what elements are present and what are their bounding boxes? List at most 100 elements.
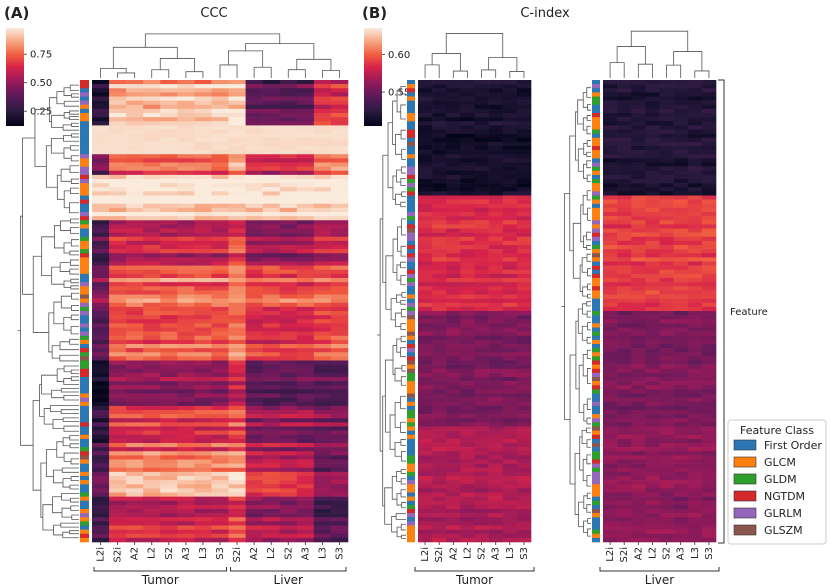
heatmap-cell bbox=[418, 282, 433, 287]
heatmap-cell bbox=[313, 476, 332, 481]
heatmap-cell bbox=[92, 360, 110, 365]
heatmap-cell bbox=[446, 170, 461, 176]
heatmap-cell bbox=[460, 187, 475, 192]
heatmap-cell bbox=[631, 447, 646, 452]
heatmap-cell bbox=[673, 302, 689, 308]
heatmap-cell bbox=[502, 496, 518, 502]
heatmap-cell bbox=[313, 377, 332, 382]
heatmap-cell bbox=[516, 162, 532, 167]
heatmap-cell bbox=[488, 199, 504, 205]
class-strip-cell bbox=[407, 290, 415, 295]
heatmap-cell bbox=[143, 348, 161, 353]
heatmap-cell bbox=[687, 537, 703, 543]
heatmap-cell bbox=[313, 240, 332, 246]
heatmap-cell bbox=[603, 348, 618, 353]
heatmap-cell bbox=[701, 372, 717, 378]
heatmap-cell bbox=[418, 500, 433, 506]
heatmap-cell bbox=[603, 447, 618, 452]
heatmap-cell bbox=[446, 492, 461, 497]
heatmap-cell bbox=[126, 438, 144, 444]
heatmap-cell bbox=[446, 265, 461, 271]
heatmap-cell bbox=[160, 137, 178, 143]
heatmap-cell bbox=[211, 294, 229, 299]
heatmap-cell bbox=[432, 158, 447, 163]
heatmap-cell bbox=[659, 500, 674, 506]
dendrogram-link bbox=[401, 364, 406, 372]
heatmap-cell bbox=[296, 311, 315, 316]
heatmap-cell bbox=[418, 368, 433, 374]
class-strip-cell bbox=[592, 183, 600, 188]
heatmap-cell bbox=[330, 282, 349, 287]
heatmap-cell bbox=[687, 232, 703, 238]
heatmap-cell bbox=[516, 389, 532, 394]
heatmap-cell bbox=[446, 245, 461, 250]
heatmap-cell bbox=[460, 141, 475, 147]
heatmap-cell bbox=[194, 240, 212, 246]
heatmap-cell bbox=[279, 273, 298, 279]
heatmap-cell bbox=[313, 488, 332, 493]
heatmap-cell bbox=[92, 212, 110, 217]
heatmap-cell bbox=[177, 212, 195, 217]
heatmap-cell bbox=[502, 269, 518, 275]
heatmap-cell bbox=[143, 315, 161, 320]
dendrogram-link bbox=[400, 489, 406, 498]
heatmap-cell bbox=[160, 488, 178, 493]
heatmap-cell bbox=[92, 315, 110, 320]
heatmap-cell bbox=[701, 488, 717, 493]
dendrogram-link bbox=[586, 492, 591, 499]
heatmap-cell bbox=[109, 228, 127, 233]
heatmap-cell bbox=[211, 459, 229, 464]
heatmap-cell bbox=[502, 253, 518, 258]
heatmap-cell bbox=[516, 352, 532, 357]
heatmap-cell bbox=[109, 377, 127, 382]
heatmap-cell bbox=[245, 529, 263, 535]
dendrogram-link bbox=[43, 408, 54, 425]
heatmap-cell bbox=[109, 187, 127, 192]
heatmap-cell bbox=[313, 504, 332, 510]
heatmap-cell bbox=[418, 447, 433, 452]
heatmap-cell bbox=[143, 364, 161, 370]
heatmap-cell bbox=[488, 513, 504, 518]
heatmap-cell bbox=[418, 150, 433, 155]
class-strip-cell bbox=[592, 137, 600, 143]
dendrogram-link bbox=[59, 262, 71, 272]
heatmap-cell bbox=[245, 104, 263, 110]
heatmap-cell bbox=[245, 141, 263, 147]
heatmap-cell bbox=[109, 447, 127, 452]
dendrogram-link bbox=[579, 264, 583, 292]
heatmap-cell bbox=[296, 529, 315, 535]
heatmap-cell bbox=[262, 339, 281, 345]
heatmap-cell bbox=[418, 430, 433, 436]
heatmap-cell bbox=[160, 438, 178, 444]
heatmap-cell bbox=[502, 377, 518, 382]
heatmap-cell bbox=[488, 418, 504, 423]
heatmap-cell bbox=[126, 236, 144, 242]
heatmap-cell bbox=[296, 484, 315, 489]
heatmap-cell bbox=[659, 430, 674, 436]
heatmap-cell bbox=[279, 331, 298, 337]
heatmap-cell bbox=[488, 488, 504, 493]
heatmap-cell bbox=[126, 397, 144, 403]
class-strip-cell bbox=[592, 286, 600, 291]
heatmap-cell bbox=[460, 385, 475, 390]
heatmap-cell bbox=[296, 113, 315, 118]
dendrogram-link bbox=[583, 235, 587, 248]
heatmap-cell bbox=[330, 253, 349, 258]
heatmap-cell bbox=[645, 422, 660, 427]
heatmap-cell bbox=[262, 537, 281, 543]
class-strip-cell bbox=[592, 339, 600, 345]
heatmap-cell bbox=[245, 463, 263, 469]
class-strip-cell bbox=[80, 513, 89, 518]
heatmap-cell bbox=[313, 480, 332, 485]
heatmap-cell bbox=[603, 121, 618, 126]
heatmap-cell bbox=[313, 265, 332, 271]
heatmap-cell bbox=[488, 269, 504, 275]
heatmap-cell bbox=[194, 327, 212, 332]
heatmap-cell bbox=[126, 113, 144, 118]
heatmap-cell bbox=[262, 100, 281, 106]
heatmap-cell bbox=[211, 500, 229, 506]
heatmap-cell bbox=[177, 158, 195, 163]
heatmap-cell bbox=[194, 463, 212, 469]
heatmap-cell bbox=[432, 278, 447, 283]
heatmap-cell bbox=[418, 158, 433, 163]
